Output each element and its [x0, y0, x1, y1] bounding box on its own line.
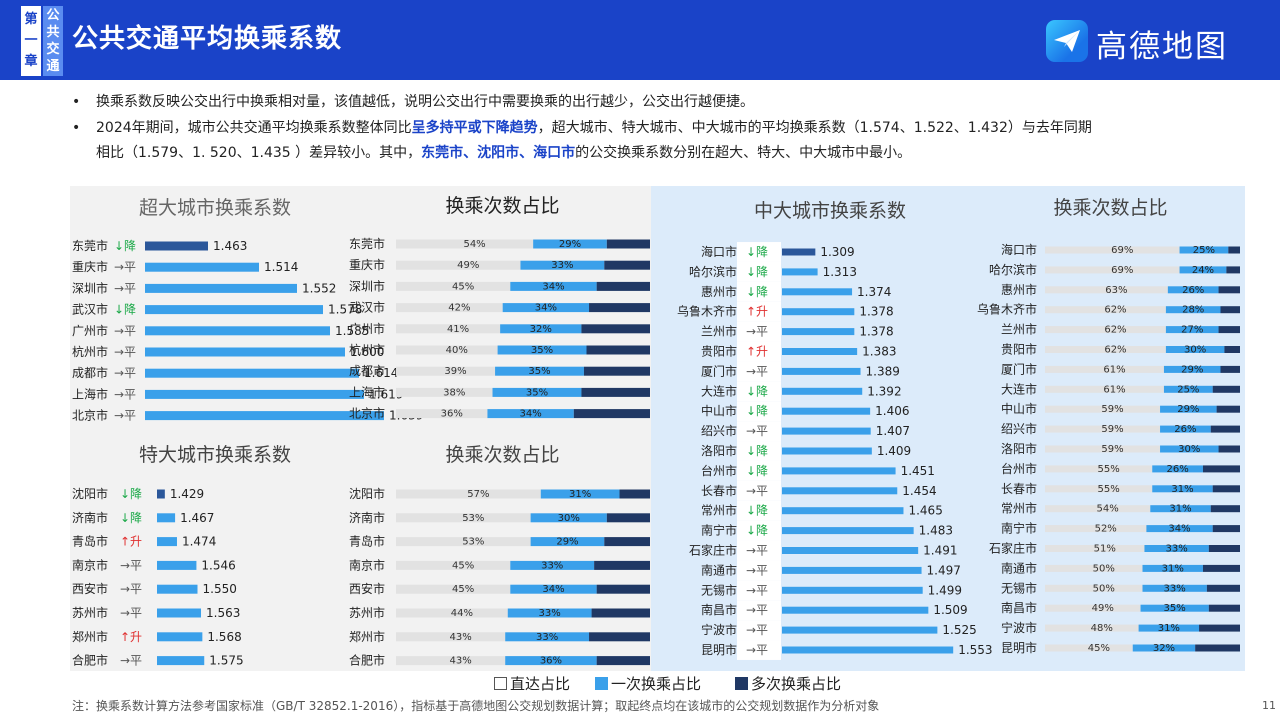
legend-swatch-multi: [735, 677, 748, 690]
legend-item-direct: 直达占比: [494, 673, 570, 694]
chapter-char: 共: [46, 25, 60, 40]
left-panel: [70, 186, 651, 671]
legend-label-multi: 多次换乘占比: [751, 675, 842, 693]
chapter-char: 一: [24, 33, 38, 48]
legend-item-one: 一次换乘占比: [595, 673, 701, 694]
chapter-char: 公: [46, 8, 60, 23]
bullet-text: 换乘系数反映公交出行中换乘相对量，该值越低，说明公交出行中需要换乘的出行越少，公…: [96, 94, 754, 110]
chapter-number: 第 一 章: [21, 6, 41, 76]
bullet-text: 2024年期间，城市公共交通平均换乘系数整体同比呈多持平或下降趋势，超大城市、特…: [96, 116, 1236, 166]
bullet-text-part: 相比（1.579、1. 520、1.435 ）差异较小。其中，: [96, 145, 422, 161]
bullet-highlight: 东莞市、沈阳市、海口市: [421, 145, 576, 161]
page-title: 公共交通平均换乘系数: [72, 24, 343, 54]
legend-label-one: 一次换乘占比: [611, 675, 702, 693]
chart-title-large-share: 换乘次数占比: [1053, 197, 1168, 219]
footnote: 注：换乘系数计算方法参考国家标准（GB/T 32852.1-2016），指标基于…: [72, 699, 880, 713]
chapter-tag: 第 一 章 公 共 交 通: [21, 6, 65, 76]
bullet-dot: •: [72, 120, 81, 136]
chapter-name: 公 共 交 通: [43, 6, 63, 76]
chart-title-large: 中大城市换乘系数: [753, 200, 906, 222]
bullet-highlight: 呈多持平或下降趋势: [411, 120, 538, 136]
legend-label-direct: 直达占比: [510, 675, 571, 693]
bullet-text-part: 2024年期间，城市公共交通平均换乘系数整体同比: [96, 120, 412, 136]
chart-title-super: 超大城市换乘系数: [138, 197, 291, 219]
chapter-char: 通: [46, 59, 60, 74]
page-number: 11: [1262, 699, 1276, 712]
legend-item-multi: 多次换乘占比: [735, 673, 841, 694]
chart-title-super-share: 换乘次数占比: [445, 195, 560, 217]
legend-swatch-one: [595, 677, 608, 690]
chart-title-mega-share: 换乘次数占比: [445, 444, 560, 466]
brand-name: 高德地图: [1096, 29, 1228, 65]
bullet-dot: •: [72, 94, 81, 110]
right-panel: [651, 186, 1245, 671]
chapter-char: 交: [46, 42, 60, 57]
chart-title-mega: 特大城市换乘系数: [138, 444, 291, 466]
header-bar: 第 一 章 公 共 交 通 公共交通平均换乘系数 高德地图: [0, 0, 1280, 80]
amap-logo-icon: [1046, 20, 1088, 62]
chapter-char: 第: [24, 12, 38, 27]
chapter-char: 章: [24, 54, 38, 69]
bullet-text-part: 的公交换乘系数分别在超大、特大、中大城市中最小。: [575, 145, 912, 161]
legend-swatch-direct: [494, 677, 507, 690]
bullet-text-part: ，超大城市、特大城市、中大城市的平均换乘系数（1.574、1.522、1.432…: [537, 120, 1092, 136]
